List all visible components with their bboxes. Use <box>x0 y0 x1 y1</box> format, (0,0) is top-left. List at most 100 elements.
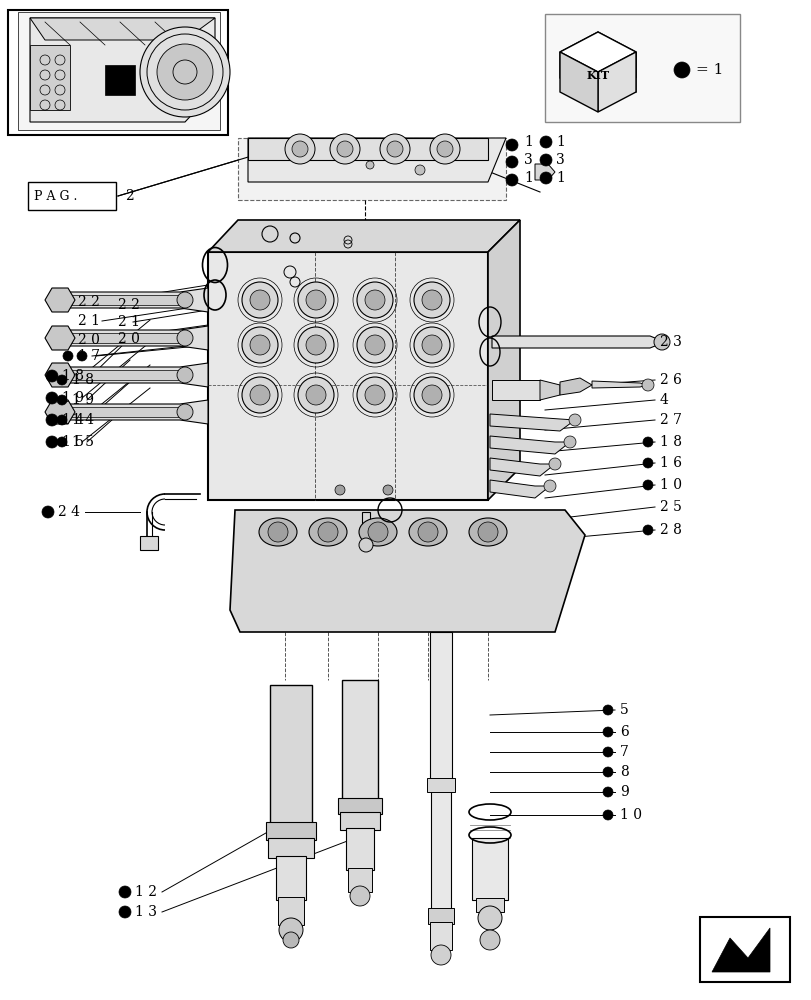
Bar <box>238 138 505 200</box>
Circle shape <box>387 141 402 157</box>
Circle shape <box>46 370 58 382</box>
Bar <box>430 632 452 780</box>
Circle shape <box>57 395 67 405</box>
Text: 1: 1 <box>523 135 532 149</box>
Circle shape <box>436 141 453 157</box>
Circle shape <box>250 385 270 405</box>
Text: 2 0: 2 0 <box>118 332 139 346</box>
Circle shape <box>422 290 441 310</box>
Polygon shape <box>560 32 597 98</box>
Circle shape <box>603 767 612 777</box>
Ellipse shape <box>259 518 297 546</box>
Circle shape <box>285 134 315 164</box>
Circle shape <box>414 165 424 175</box>
Polygon shape <box>45 363 75 387</box>
Circle shape <box>414 327 449 363</box>
Circle shape <box>357 282 393 318</box>
Circle shape <box>46 436 58 448</box>
Polygon shape <box>60 400 208 424</box>
Text: 8: 8 <box>620 765 628 779</box>
Circle shape <box>177 292 193 308</box>
Text: 1 0: 1 0 <box>659 478 681 492</box>
Text: 2 1: 2 1 <box>78 314 100 328</box>
Text: 2 0: 2 0 <box>78 333 100 347</box>
Circle shape <box>157 44 212 100</box>
Polygon shape <box>60 363 208 387</box>
Circle shape <box>298 377 333 413</box>
Text: 1 7: 1 7 <box>78 349 100 363</box>
Circle shape <box>250 335 270 355</box>
Circle shape <box>306 335 325 355</box>
Bar <box>471 838 508 900</box>
Polygon shape <box>591 381 647 388</box>
Circle shape <box>119 886 131 898</box>
Circle shape <box>430 134 460 164</box>
Bar <box>28 182 116 210</box>
Text: 1 4: 1 4 <box>72 413 94 427</box>
Circle shape <box>478 906 501 930</box>
Circle shape <box>603 747 612 757</box>
Bar <box>208 252 487 500</box>
Text: 1 2: 1 2 <box>135 885 157 899</box>
Circle shape <box>242 327 277 363</box>
Circle shape <box>365 385 384 405</box>
Polygon shape <box>597 32 635 78</box>
Text: 1 8: 1 8 <box>62 369 84 383</box>
Circle shape <box>57 415 67 425</box>
Circle shape <box>603 787 612 797</box>
Polygon shape <box>230 510 584 632</box>
Polygon shape <box>560 378 591 395</box>
Circle shape <box>292 141 307 157</box>
Circle shape <box>569 414 581 426</box>
Bar <box>266 822 315 840</box>
Circle shape <box>279 918 303 942</box>
Circle shape <box>642 437 652 447</box>
Circle shape <box>298 327 333 363</box>
Text: P A G .: P A G . <box>34 190 77 203</box>
Circle shape <box>242 282 277 318</box>
Polygon shape <box>60 288 208 312</box>
Ellipse shape <box>309 518 346 546</box>
Circle shape <box>283 932 298 948</box>
Bar <box>362 512 370 542</box>
Circle shape <box>268 522 288 542</box>
Circle shape <box>46 414 58 426</box>
Text: 2 2: 2 2 <box>118 298 139 312</box>
Text: 1 3: 1 3 <box>135 905 157 919</box>
Polygon shape <box>30 18 215 40</box>
Text: 1 8: 1 8 <box>659 435 681 449</box>
Text: 1 0: 1 0 <box>620 808 642 822</box>
Text: 1: 1 <box>556 135 564 149</box>
Circle shape <box>367 522 388 542</box>
Text: 2 1: 2 1 <box>118 315 139 329</box>
Ellipse shape <box>469 518 506 546</box>
Polygon shape <box>489 414 574 431</box>
Bar <box>341 680 378 800</box>
Circle shape <box>479 930 500 950</box>
Text: 2: 2 <box>125 189 134 203</box>
Circle shape <box>539 172 551 184</box>
Bar <box>475 898 504 912</box>
Circle shape <box>642 458 652 468</box>
Bar <box>270 685 311 825</box>
Circle shape <box>177 330 193 346</box>
Text: 4: 4 <box>659 393 668 407</box>
Circle shape <box>414 377 449 413</box>
Bar <box>277 897 303 925</box>
Circle shape <box>63 351 73 361</box>
Circle shape <box>298 282 333 318</box>
Polygon shape <box>491 336 664 348</box>
Text: 1: 1 <box>556 171 564 185</box>
Bar <box>337 798 381 814</box>
Circle shape <box>250 290 270 310</box>
Polygon shape <box>534 164 554 180</box>
Circle shape <box>642 525 652 535</box>
Circle shape <box>418 522 437 542</box>
Text: 2 8: 2 8 <box>659 523 681 537</box>
Text: 9: 9 <box>620 785 628 799</box>
Text: 5: 5 <box>620 703 628 717</box>
Bar <box>68 333 180 343</box>
Bar <box>276 856 306 900</box>
Polygon shape <box>45 400 75 424</box>
Text: 2 7: 2 7 <box>659 413 681 427</box>
